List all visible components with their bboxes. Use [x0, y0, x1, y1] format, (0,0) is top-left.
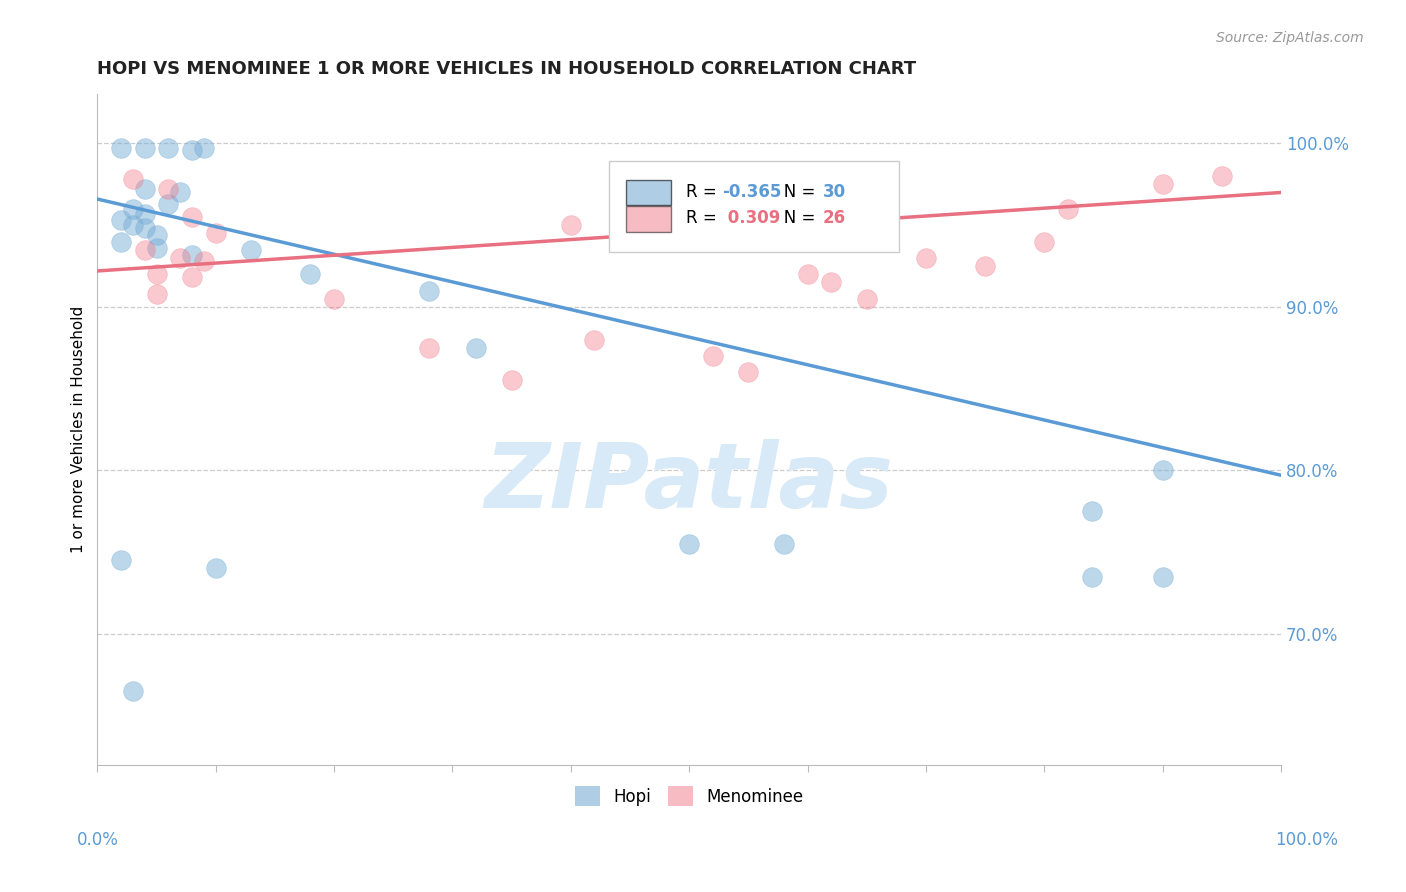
Text: Source: ZipAtlas.com: Source: ZipAtlas.com	[1216, 31, 1364, 45]
Point	[1057, 202, 1080, 216]
Point	[465, 341, 488, 355]
Y-axis label: 1 or more Vehicles in Household: 1 or more Vehicles in Household	[72, 306, 86, 553]
Point	[145, 241, 167, 255]
Point	[110, 213, 132, 227]
Point	[145, 286, 167, 301]
Text: ZIPatlas: ZIPatlas	[485, 439, 894, 527]
Point	[204, 227, 226, 241]
Point	[323, 292, 346, 306]
Text: R =: R =	[686, 210, 721, 227]
Point	[583, 333, 606, 347]
Point	[110, 141, 132, 155]
Point	[121, 172, 143, 186]
Point	[855, 292, 877, 306]
Point	[1033, 235, 1056, 249]
Text: -0.365: -0.365	[723, 183, 782, 201]
Point	[1080, 569, 1102, 583]
Point	[181, 270, 204, 285]
Point	[181, 143, 204, 157]
Text: HOPI VS MENOMINEE 1 OR MORE VEHICLES IN HOUSEHOLD CORRELATION CHART: HOPI VS MENOMINEE 1 OR MORE VEHICLES IN …	[97, 60, 917, 78]
Text: 30: 30	[823, 183, 846, 201]
Point	[181, 247, 204, 261]
Point	[1152, 463, 1174, 477]
Point	[702, 349, 724, 363]
Point	[418, 341, 440, 355]
Point	[157, 182, 180, 196]
FancyBboxPatch shape	[627, 206, 672, 232]
Legend: Hopi, Menominee: Hopi, Menominee	[568, 780, 810, 814]
Point	[1211, 169, 1233, 183]
Point	[772, 537, 794, 551]
Point	[110, 553, 132, 567]
Point	[169, 251, 191, 265]
Point	[193, 141, 215, 155]
Point	[181, 210, 204, 224]
Point	[678, 537, 700, 551]
FancyBboxPatch shape	[627, 179, 672, 205]
Point	[204, 561, 226, 575]
Point	[134, 243, 156, 257]
Point	[193, 254, 215, 268]
Text: N =: N =	[769, 210, 821, 227]
Point	[121, 218, 143, 232]
Point	[796, 267, 818, 281]
Point	[157, 197, 180, 211]
Point	[1080, 504, 1102, 518]
Point	[820, 276, 842, 290]
Point	[169, 186, 191, 200]
Point	[915, 251, 938, 265]
Point	[121, 202, 143, 216]
Point	[501, 374, 523, 388]
Point	[134, 182, 156, 196]
Point	[145, 267, 167, 281]
Point	[1152, 569, 1174, 583]
Text: R =: R =	[686, 183, 721, 201]
Point	[134, 221, 156, 235]
Point	[121, 684, 143, 698]
Text: 0.0%: 0.0%	[77, 831, 120, 849]
Text: 26: 26	[823, 210, 846, 227]
Point	[157, 141, 180, 155]
Point	[418, 284, 440, 298]
Point	[134, 207, 156, 221]
Point	[974, 259, 997, 273]
Point	[240, 243, 263, 257]
Text: 0.309: 0.309	[723, 210, 780, 227]
Point	[1152, 178, 1174, 192]
Point	[110, 235, 132, 249]
FancyBboxPatch shape	[609, 161, 898, 252]
Text: 100.0%: 100.0%	[1275, 831, 1339, 849]
Point	[299, 267, 322, 281]
Point	[134, 141, 156, 155]
Point	[145, 227, 167, 242]
Text: N =: N =	[769, 183, 821, 201]
Point	[737, 365, 759, 379]
Point	[560, 218, 582, 232]
